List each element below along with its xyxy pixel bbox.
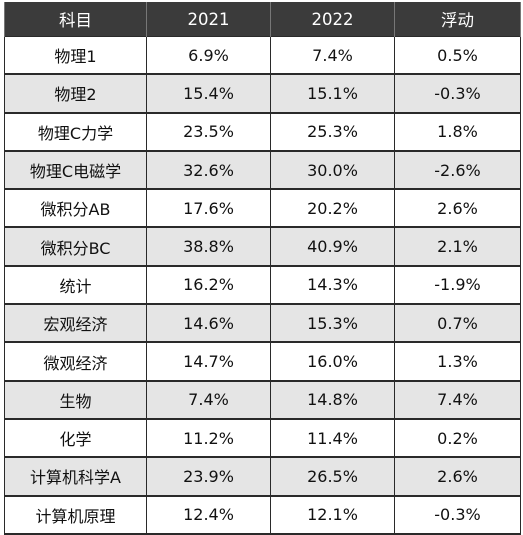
cell-subject: 计算机科学A bbox=[4, 456, 147, 497]
cell-2021: 14.6% bbox=[146, 303, 271, 344]
cell-change: 0.7% bbox=[394, 303, 521, 344]
cell-change: -0.3% bbox=[394, 494, 521, 535]
cell-2021: 17.6% bbox=[146, 188, 271, 229]
cell-change: 0.5% bbox=[394, 36, 521, 76]
cell-subject: 物理C力学 bbox=[4, 111, 147, 152]
cell-2021: 14.7% bbox=[146, 341, 271, 382]
table-row: 物理1 6.9% 7.4% 0.5% bbox=[4, 36, 521, 76]
table-header: 科目 2021 2022 浮动 bbox=[4, 2, 521, 37]
cell-2022: 25.3% bbox=[270, 111, 395, 152]
cell-subject: 统计 bbox=[4, 264, 147, 306]
score-table-container: 科目 2021 2022 浮动 物理1 6.9% 7.4% 0.5% 物理2 15.4% 1… bbox=[4, 2, 521, 535]
cell-subject: 微积分AB bbox=[4, 188, 147, 229]
cell-change: 7.4% bbox=[394, 379, 521, 420]
cell-2022: 14.8% bbox=[270, 379, 395, 420]
table-body: 物理1 6.9% 7.4% 0.5% 物理2 15.4% 15.1% -0.3% 物理C力学 23… bbox=[4, 36, 521, 535]
cell-2022: 14.3% bbox=[270, 264, 395, 306]
cell-change: 0.2% bbox=[394, 417, 521, 459]
column-header-2021: 2021 bbox=[146, 2, 271, 37]
cell-2022: 15.3% bbox=[270, 303, 395, 344]
cell-2022: 12.1% bbox=[270, 494, 395, 535]
table-row: 微积分BC 38.8% 40.9% 2.1% bbox=[4, 226, 521, 267]
cell-change: 1.3% bbox=[394, 341, 521, 382]
cell-change: 2.6% bbox=[394, 188, 521, 229]
score-comparison-table: 科目 2021 2022 浮动 物理1 6.9% 7.4% 0.5% 物理2 15.4% 1… bbox=[4, 2, 521, 535]
cell-2021: 23.5% bbox=[146, 111, 271, 152]
cell-2021: 7.4% bbox=[146, 379, 271, 420]
cell-2022: 20.2% bbox=[270, 188, 395, 229]
cell-subject: 宏观经济 bbox=[4, 303, 147, 344]
cell-2021: 6.9% bbox=[146, 36, 271, 76]
cell-2021: 38.8% bbox=[146, 226, 271, 267]
cell-change: 2.1% bbox=[394, 226, 521, 267]
cell-2022: 40.9% bbox=[270, 226, 395, 267]
cell-subject: 微积分BC bbox=[4, 226, 147, 267]
table-row: 计算机原理 12.4% 12.1% -0.3% bbox=[4, 494, 521, 535]
cell-change: -2.6% bbox=[394, 149, 521, 191]
header-row: 科目 2021 2022 浮动 bbox=[4, 2, 521, 37]
table-row: 计算机科学A 23.9% 26.5% 2.6% bbox=[4, 456, 521, 497]
cell-2021: 16.2% bbox=[146, 264, 271, 306]
column-header-subject: 科目 bbox=[4, 2, 147, 37]
cell-2021: 15.4% bbox=[146, 73, 271, 114]
table-row: 物理2 15.4% 15.1% -0.3% bbox=[4, 73, 521, 114]
cell-change: 1.8% bbox=[394, 111, 521, 152]
table-row: 微观经济 14.7% 16.0% 1.3% bbox=[4, 341, 521, 382]
column-header-change: 浮动 bbox=[394, 2, 521, 37]
cell-2022: 7.4% bbox=[270, 36, 395, 76]
cell-subject: 生物 bbox=[4, 379, 147, 420]
table-row: 微积分AB 17.6% 20.2% 2.6% bbox=[4, 188, 521, 229]
cell-subject: 微观经济 bbox=[4, 341, 147, 382]
cell-change: -1.9% bbox=[394, 264, 521, 306]
cell-2022: 16.0% bbox=[270, 341, 395, 382]
table-row: 物理C电磁学 32.6% 30.0% -2.6% bbox=[4, 149, 521, 191]
cell-2022: 11.4% bbox=[270, 417, 395, 459]
table-row: 生物 7.4% 14.8% 7.4% bbox=[4, 379, 521, 420]
table-row: 物理C力学 23.5% 25.3% 1.8% bbox=[4, 111, 521, 152]
cell-subject: 物理1 bbox=[4, 36, 147, 76]
cell-change: 2.6% bbox=[394, 456, 521, 497]
cell-2022: 15.1% bbox=[270, 73, 395, 114]
cell-subject: 化学 bbox=[4, 417, 147, 459]
cell-subject: 计算机原理 bbox=[4, 494, 147, 535]
column-header-2022: 2022 bbox=[270, 2, 395, 37]
cell-2021: 32.6% bbox=[146, 149, 271, 191]
cell-2021: 23.9% bbox=[146, 456, 271, 497]
cell-subject: 物理2 bbox=[4, 73, 147, 114]
table-row: 宏观经济 14.6% 15.3% 0.7% bbox=[4, 303, 521, 344]
cell-2022: 26.5% bbox=[270, 456, 395, 497]
cell-subject: 物理C电磁学 bbox=[4, 149, 147, 191]
table-row: 化学 11.2% 11.4% 0.2% bbox=[4, 417, 521, 459]
table-row: 统计 16.2% 14.3% -1.9% bbox=[4, 264, 521, 306]
cell-change: -0.3% bbox=[394, 73, 521, 114]
cell-2021: 12.4% bbox=[146, 494, 271, 535]
cell-2021: 11.2% bbox=[146, 417, 271, 459]
cell-2022: 30.0% bbox=[270, 149, 395, 191]
